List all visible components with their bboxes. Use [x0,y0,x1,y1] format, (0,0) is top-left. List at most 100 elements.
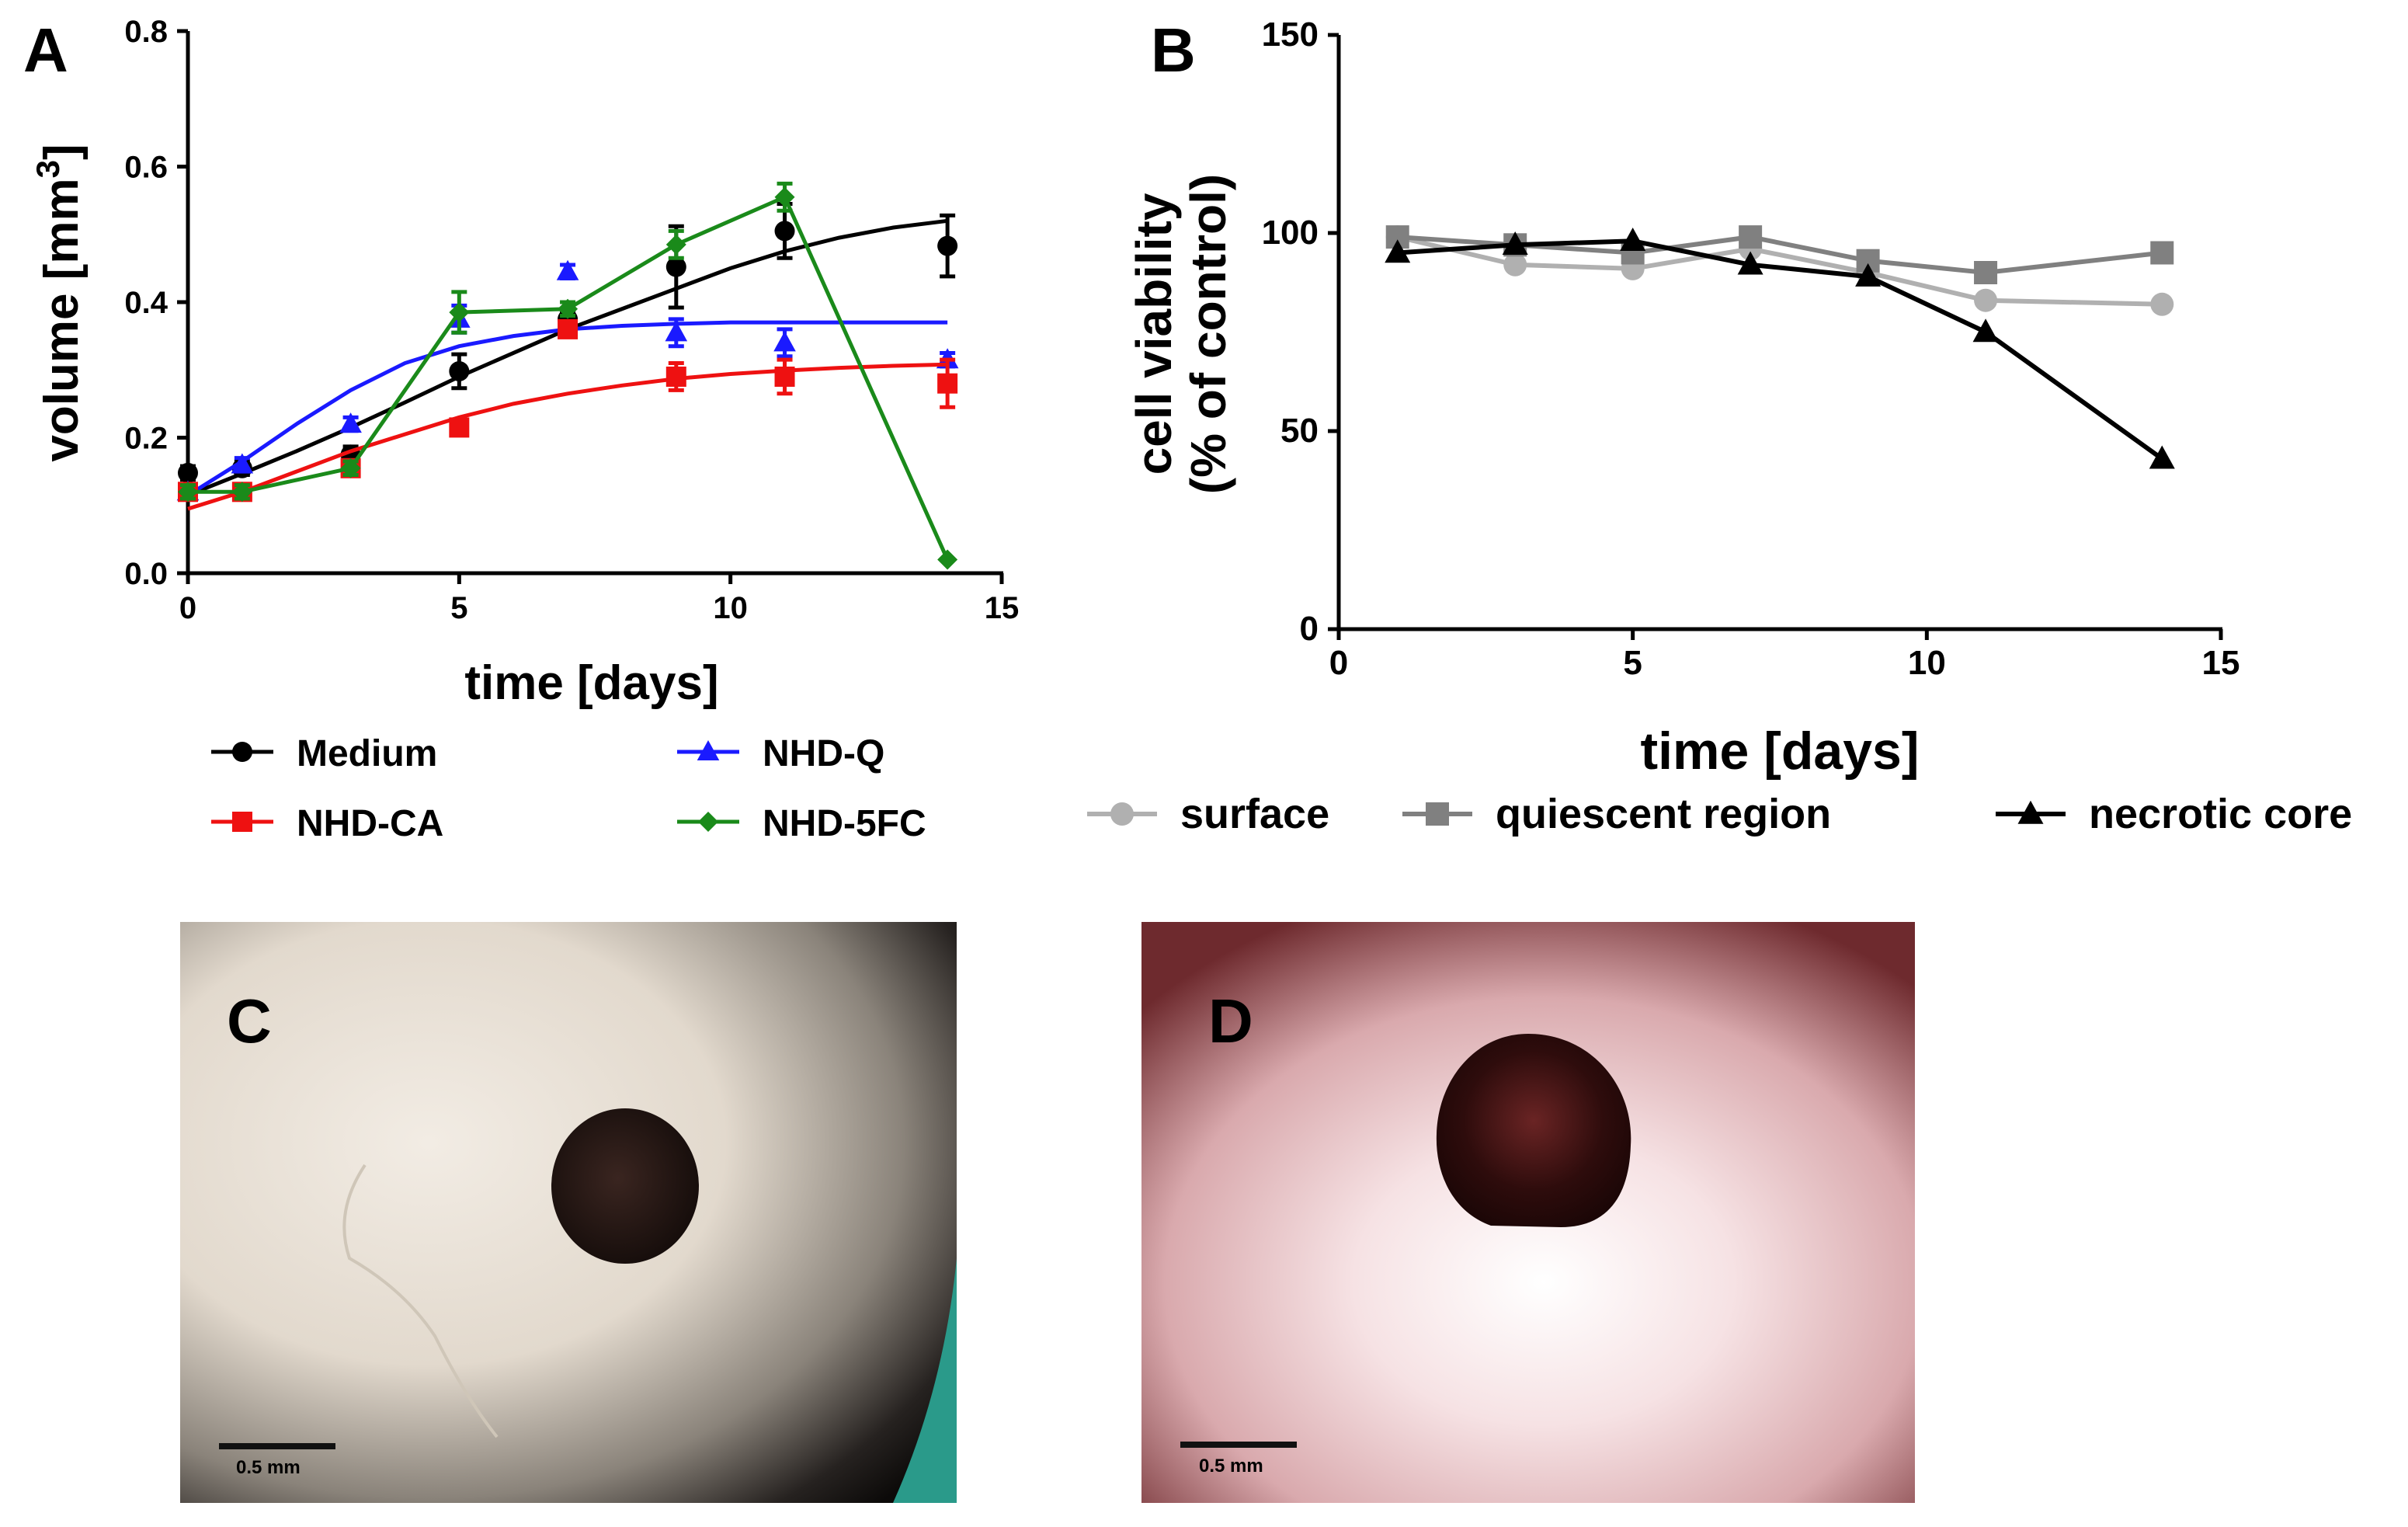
legend-label: NHD-5FC [763,803,926,844]
data-point [1385,239,1411,263]
data-point [1739,225,1763,249]
legend-item-nhd-ca: NHD-CA [211,803,443,844]
data-point [449,302,470,323]
legend-marker [1426,802,1449,826]
data-point [773,331,796,352]
data-point [558,298,579,319]
legend-label: quiescent region [1496,791,1831,837]
data-point [2150,241,2174,265]
legend-label: NHD-CA [297,803,443,844]
data-point [774,366,795,387]
panel-b-y-label-line2: (% of control) [1180,174,1236,494]
data-point [1855,263,1882,287]
legend-item-medium: Medium [211,733,437,774]
data-point [774,221,795,242]
x-tick-label: 0 [1329,644,1348,682]
legend-item-quiescent-region: quiescent region [1402,791,1831,837]
panel-b-plot-area [1385,225,2175,469]
panel-b-legend: surface quiescent region necrotic core [1087,791,2352,837]
scale-bar-c-label: 0.5 mm [236,1457,301,1478]
legend-marker [697,740,720,761]
data-point [2150,292,2174,316]
panel-a-y-axis-label: volume [mm3] [30,144,89,461]
panel-b-y-ticks: 0 50 100 150 [1262,16,1339,648]
series-necrotic-core [1385,227,2175,469]
scale-bar-d-label: 0.5 mm [1199,1456,1263,1477]
data-point [665,234,686,255]
legend-item-nhd-5fc: NHD-5FC [677,803,926,844]
panel-a-x-axis-label: time [days] [464,656,718,710]
x-tick-label: 15 [985,591,1020,625]
x-tick-label: 10 [713,591,748,625]
panel-a: A 0.0 0.2 0.4 0.6 0.8 0 5 10 15 time [days] vol… [23,15,1019,844]
scale-bar-c: 0.5 mm [219,1443,335,1478]
legend-item-surface: surface [1087,791,1329,837]
legend-marker [232,812,252,832]
panel-label-b: B [1151,16,1196,85]
micrograph-c-dish-edge [893,1258,957,1503]
series-medium [178,201,958,497]
data-point [339,412,362,433]
legend-marker [2017,800,2044,824]
legend-label: Medium [297,733,437,774]
panel-a-y-label-end: ] [35,144,89,160]
series-line-nhd-5fc [188,194,950,561]
y-tick-label: 100 [1262,214,1319,252]
y-tick-label: 0.0 [124,557,168,591]
panel-a-legend: Medium NHD-Q NHD-CA NHD-5FC [211,733,926,844]
scale-bar-d: 0.5 mm [1180,1442,1297,1477]
panel-c: C 0.5 mm [180,922,957,1503]
series-line-nhd-ca [187,362,948,511]
panel-b-y-label-line1: cell viability [1126,193,1182,475]
data-point [178,462,198,483]
panel-b-y-axis-label: cell viability (% of control) [1126,174,1236,494]
panel-label-d: D [1208,986,1253,1056]
y-tick-label: 0.4 [124,286,168,320]
legend-item-necrotic-core: necrotic core [1996,791,2352,837]
data-point [665,321,688,342]
data-point [449,360,470,381]
data-point [231,482,252,503]
panel-a-y-ticks: 0.0 0.2 0.4 0.6 0.8 [124,15,188,591]
data-point [1503,252,1527,277]
data-point [1974,288,1998,312]
legend-label: NHD-Q [763,733,884,774]
data-point [774,186,795,207]
legend-marker [232,742,252,762]
x-tick-label: 5 [450,591,467,625]
y-tick-label: 0.6 [124,151,168,185]
data-point [231,453,254,474]
data-point [937,373,958,394]
data-point [665,366,686,387]
legend-label: surface [1180,791,1329,837]
data-point [178,482,198,503]
series-nhd-5fc [178,181,958,570]
series-nhd-q [176,259,959,501]
panel-b-x-axis-label: time [days] [1641,722,1920,781]
panel-d: D 0.5 mm [1141,922,1915,1503]
data-point [665,256,686,277]
spheroid-c [551,1108,699,1264]
spheroid-d [1436,1034,1631,1227]
panel-a-y-label-main: volume [mm [35,178,89,461]
y-tick-label: 150 [1262,16,1319,54]
panel-b-x-ticks: 0 5 10 15 [1329,629,2239,682]
panel-a-x-ticks: 0 5 10 15 [179,573,1019,625]
y-tick-label: 0 [1300,610,1319,648]
panel-b: B 0 50 100 150 0 5 10 15 time [days] cell viab… [1087,16,2352,837]
panel-b-axes [1336,35,2222,631]
data-point [558,318,579,339]
micrograph-c-crack [342,1164,499,1438]
data-point [1974,261,1998,284]
data-point [449,417,470,438]
data-point [937,549,958,570]
panel-a-plot-area [176,181,959,570]
data-point [2149,445,2175,469]
y-tick-label: 0.2 [124,422,168,456]
y-tick-label: 0.8 [124,15,168,49]
data-point [1620,227,1646,251]
panel-a-axes [186,31,1003,576]
data-point [1737,251,1763,275]
data-point [1502,231,1528,256]
data-point [340,457,361,478]
